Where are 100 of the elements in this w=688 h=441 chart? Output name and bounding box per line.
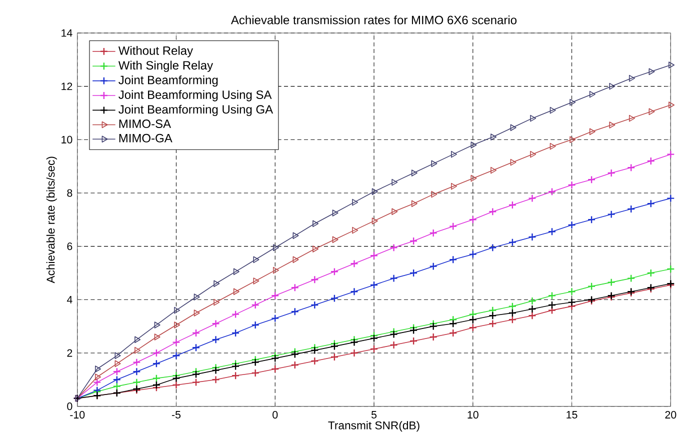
point [589,128,596,136]
point [312,246,319,252]
point [292,256,299,264]
point [253,256,260,264]
point [589,90,596,98]
point [350,348,358,358]
point [154,334,160,340]
point [332,210,338,216]
legend-label: With Single Relay [118,60,214,72]
point [488,320,497,328]
point [449,222,458,230]
point [450,182,457,190]
point [192,378,200,386]
point [172,352,180,360]
point [470,142,477,148]
legend-label: Joint Beamforming [118,75,218,87]
point [251,320,260,330]
point [548,188,556,196]
point [568,180,576,190]
point [350,260,358,268]
point [192,328,200,338]
point [550,142,556,150]
point [609,122,616,128]
point [450,150,457,158]
point [627,204,636,214]
point [370,344,378,354]
y-tick-label: 10 [62,136,72,144]
point [174,306,180,314]
point [666,264,675,274]
legend-label: MIMO-GA [119,134,172,142]
point [508,316,517,324]
point [310,276,319,284]
point [251,368,260,378]
point [390,340,398,350]
point [530,150,536,158]
point [330,294,339,302]
point [568,220,576,230]
point [134,336,141,344]
point [114,352,121,360]
point [468,250,477,258]
y-tick-label: 6 [67,242,72,250]
point [548,292,556,300]
point [251,300,260,310]
point [550,106,556,114]
point [231,372,240,380]
point [172,374,180,382]
point [607,168,616,178]
x-tick-label: 0 [272,411,278,419]
x-tick-label: 20 [665,411,676,419]
x-tick-label: 10 [468,411,478,419]
point [253,278,260,284]
point [390,244,398,252]
point [112,368,121,376]
y-tick-label: 0 [67,402,72,410]
point [468,310,477,318]
y-tick-label: 14 [62,29,72,37]
point [310,300,319,310]
point [214,298,220,306]
point [468,216,477,224]
point [372,188,378,196]
point [370,334,378,342]
point [94,374,101,380]
point [490,166,497,174]
point [449,256,458,264]
point [152,380,161,390]
point [132,358,141,366]
point [212,366,220,374]
point [332,236,338,244]
point [627,164,636,172]
point [390,330,398,338]
point [508,308,517,318]
point [449,328,458,338]
point [134,346,141,354]
legend-label: MIMO-SA [119,120,172,128]
point [132,368,141,376]
point [470,174,477,182]
point [290,360,299,370]
y-tick-label: 12 [62,82,72,90]
point [468,316,477,324]
point [231,362,240,370]
point [112,382,121,390]
point [488,306,497,314]
point [628,114,635,122]
point [570,136,576,144]
point [648,68,655,76]
point [548,306,556,314]
legend-label: Joint Beamforming Using GA [118,104,274,116]
point [330,352,339,362]
point [570,98,576,106]
point [233,268,240,276]
point [212,320,220,328]
point [370,280,378,290]
y-tick-label: 2 [67,349,72,357]
chart-title: Achievable transmission rates for MIMO 6X6 scenario [230,15,517,24]
point [548,300,556,310]
point [392,208,398,216]
point [510,124,516,132]
point [409,336,418,346]
point [352,226,358,234]
point [666,150,675,158]
